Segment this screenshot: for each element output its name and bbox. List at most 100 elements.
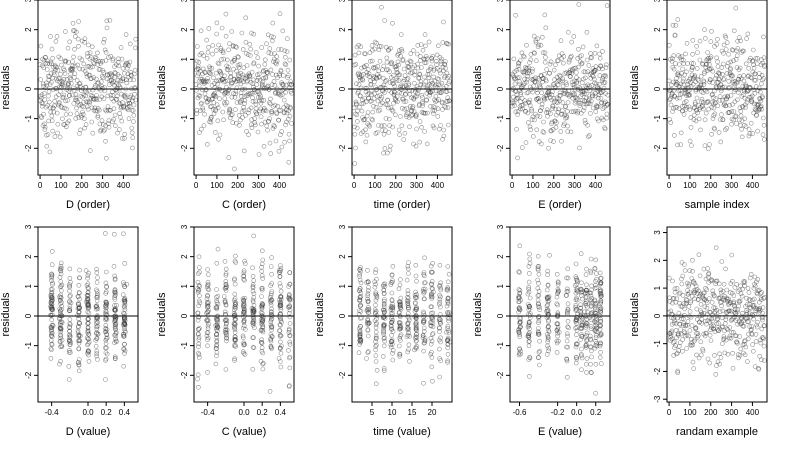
- data-point: [588, 293, 594, 299]
- data-point: [287, 333, 293, 338]
- data-point: [728, 281, 734, 287]
- data-point: [582, 91, 587, 96]
- y-tick-label: -1: [180, 115, 189, 123]
- y-axis-label: residuals: [156, 292, 168, 337]
- data-point: [573, 360, 579, 366]
- data-point: [210, 43, 216, 48]
- data-point: [711, 88, 717, 94]
- data-point: [725, 60, 731, 66]
- data-point: [578, 94, 583, 99]
- data-point: [407, 58, 413, 64]
- data-point: [49, 297, 54, 302]
- data-point: [733, 5, 739, 11]
- data-point: [357, 303, 363, 309]
- data-point: [674, 96, 680, 101]
- data-point: [514, 75, 520, 81]
- data-point: [241, 304, 246, 310]
- data-point: [375, 94, 380, 99]
- data-point: [432, 78, 438, 84]
- data-point: [58, 268, 64, 274]
- data-point: [701, 310, 707, 316]
- data-point: [365, 288, 371, 293]
- data-point: [250, 315, 256, 320]
- data-point: [679, 276, 684, 282]
- data-point: [63, 112, 69, 117]
- data-point: [128, 41, 133, 47]
- data-point: [710, 80, 715, 85]
- data-point: [58, 279, 64, 284]
- data-point: [195, 372, 201, 378]
- data-point: [754, 322, 759, 328]
- data-point: [38, 43, 44, 49]
- data-point: [760, 94, 765, 99]
- data-point: [734, 80, 740, 86]
- data-point: [566, 88, 572, 94]
- data-point: [424, 97, 429, 103]
- data-point: [123, 61, 129, 67]
- x-tick-label: 400: [589, 181, 603, 190]
- data-point: [431, 111, 436, 116]
- data-point: [282, 61, 288, 67]
- data-point: [592, 285, 598, 291]
- data-point: [738, 38, 743, 44]
- data-point: [669, 311, 674, 317]
- data-point: [588, 348, 594, 354]
- data-point: [694, 43, 699, 49]
- data-point: [99, 79, 104, 84]
- data-point: [387, 143, 393, 149]
- data-point: [364, 70, 370, 75]
- data-point: [571, 66, 577, 71]
- data-point: [723, 35, 729, 40]
- data-point: [206, 26, 212, 31]
- data-point: [718, 139, 724, 145]
- data-point: [41, 111, 46, 117]
- data-point: [692, 281, 698, 286]
- data-point: [131, 102, 137, 108]
- data-point: [587, 133, 592, 138]
- x-tick-label: -0.4: [45, 408, 59, 417]
- data-point: [713, 84, 719, 90]
- data-point: [396, 127, 402, 133]
- data-point: [758, 340, 764, 346]
- data-point: [555, 302, 561, 308]
- data-point: [584, 338, 590, 344]
- data-point: [428, 323, 434, 328]
- points: [509, 2, 611, 161]
- data-point: [580, 316, 586, 322]
- data-point: [414, 331, 419, 337]
- data-point: [209, 65, 215, 71]
- data-point: [561, 54, 567, 59]
- data-point: [736, 303, 742, 309]
- x-tick-label: 400: [746, 181, 760, 190]
- data-point: [361, 100, 366, 106]
- data-point: [262, 62, 268, 67]
- data-point: [104, 18, 110, 24]
- data-point: [232, 307, 237, 313]
- data-point: [445, 345, 451, 351]
- data-point: [236, 113, 242, 118]
- data-point: [712, 126, 718, 132]
- data-point: [104, 305, 109, 310]
- data-point: [72, 28, 77, 34]
- data-point: [666, 78, 672, 84]
- data-point: [115, 86, 120, 91]
- data-point: [48, 305, 54, 310]
- data-point: [74, 29, 79, 35]
- y-tick-label: 1: [338, 57, 347, 62]
- data-point: [373, 359, 379, 364]
- x-tick-label: 10: [388, 408, 397, 417]
- data-point: [531, 33, 537, 39]
- data-point: [95, 320, 100, 325]
- data-point: [413, 114, 419, 120]
- data-point: [390, 20, 395, 26]
- data-point: [235, 54, 241, 60]
- data-point: [742, 95, 748, 101]
- data-point: [253, 106, 259, 111]
- x-tick-label: 300: [568, 181, 582, 190]
- data-point: [701, 266, 707, 272]
- data-point: [421, 290, 427, 296]
- data-point: [95, 106, 101, 111]
- data-point: [366, 320, 372, 326]
- data-point: [258, 327, 264, 333]
- data-point: [701, 79, 707, 85]
